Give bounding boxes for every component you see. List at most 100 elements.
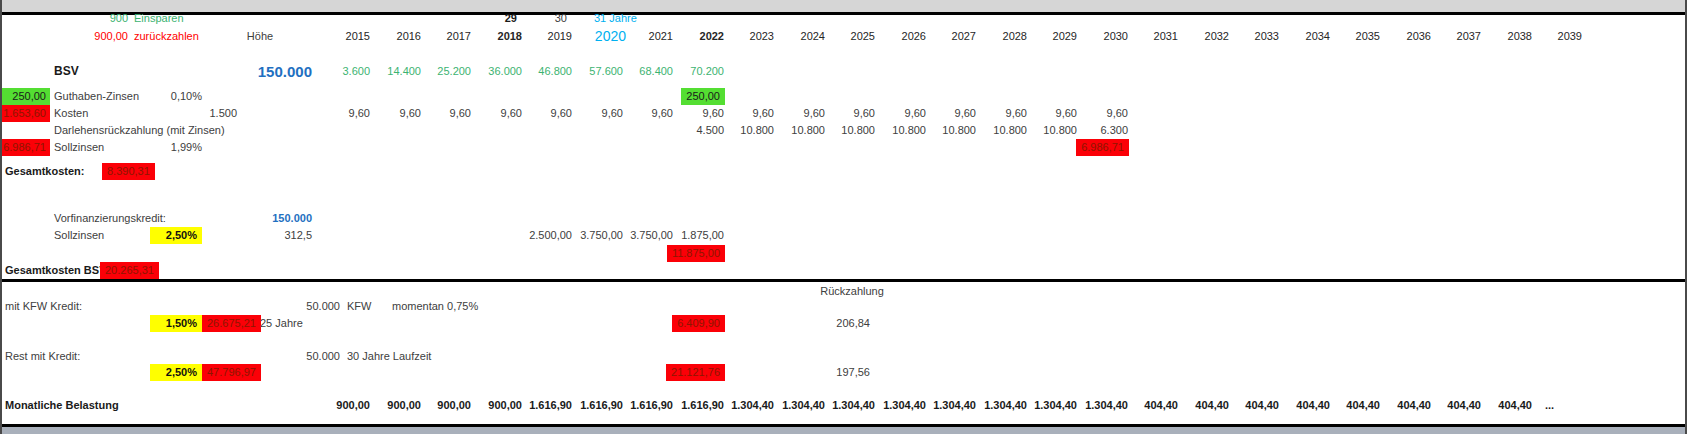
cell-kfw-2022[interactable]: 6.409,90 [672,315,725,332]
cell-kfw-label[interactable]: mit KFW Kredit: [5,298,82,315]
year-cell-2020[interactable]: 57.600 [580,63,623,80]
year-cell-2016[interactable]: 9,60 [378,105,421,122]
year-cell-2038[interactable]: 404,40 [1489,397,1532,414]
cell-rest-amount[interactable]: 50.000 [278,348,340,365]
cell-gesamtkosten-bsv-label[interactable]: Gesamtkosten BSV: [5,262,110,279]
year-cell-2017[interactable]: 9,60 [428,105,471,122]
cell-kfw-note[interactable]: momentan 0,75% [392,298,478,315]
year-header-2023[interactable]: 2023 [731,27,774,46]
year-cell-2016[interactable]: 14.400 [378,63,421,80]
year-cell-2031[interactable]: 404,40 [1135,397,1178,414]
cell-kfw-rate[interactable]: 1,50% [150,315,202,332]
cell-bsv-label[interactable]: BSV [54,63,79,80]
year-cell-2027[interactable]: 9,60 [933,105,976,122]
year-cell-2022[interactable]: 9,60 [681,105,724,122]
year-header-2033[interactable]: 2033 [1236,27,1279,46]
cell-gesamtkosten-value[interactable]: 8.390,31 [102,163,155,180]
year-cell-2015[interactable]: 9,60 [327,105,370,122]
cell-sollzinsen-rate[interactable]: 1,99% [152,139,202,156]
year-header-2028[interactable]: 2028 [984,27,1027,46]
year-cell-2033[interactable]: 404,40 [1236,397,1279,414]
cell-bsv-hoehe[interactable]: 150.000 [217,63,312,80]
year-cell-2034[interactable]: 404,40 [1287,397,1330,414]
cell-monatlich-label[interactable]: Monatliche Belastung [5,397,119,414]
year-cell-2025[interactable]: 9,60 [832,105,875,122]
cell-rest-label[interactable]: Rest mit Kredit: [5,348,80,365]
year-cell-2032[interactable]: 404,40 [1186,397,1229,414]
year-cell-2025[interactable]: 1.304,40 [832,397,875,414]
cell-sollzinsen-left[interactable]: 6.986,71 [2,139,50,156]
year-cell-2022[interactable]: 1.875,00 [681,227,724,244]
year-cell-2029[interactable]: 9,60 [1034,105,1077,122]
year-header-2019[interactable]: 2019 [529,27,572,46]
year-cell-2018[interactable]: 36.000 [479,63,522,80]
cell-sollzinsen-2030[interactable]: 6.986,71 [1076,139,1129,156]
cell-guthaben-label[interactable]: Guthaben-Zinsen [54,88,139,105]
year-cell-2026[interactable]: 10.800 [883,122,926,139]
year-cell-2028[interactable]: 1.304,40 [984,397,1027,414]
year-cell-2028[interactable]: 10.800 [984,122,1027,139]
cell-gesamtkosten-label[interactable]: Gesamtkosten: [5,163,84,180]
year-cell-2023[interactable]: 1.304,40 [731,397,774,414]
cell-vorfinanzierung-hoehe[interactable]: 150.000 [232,210,312,227]
cell-kfw-amount[interactable]: 50.000 [278,298,340,315]
year-header-2031[interactable]: 2031 [1135,27,1178,46]
column-header-hoehe[interactable]: Höhe [230,27,290,46]
year-header-2032[interactable]: 2032 [1186,27,1229,46]
year-header-2017[interactable]: 2017 [428,27,471,46]
year-cell-2021[interactable]: 1.616,90 [630,397,673,414]
year-header-2025[interactable]: 2025 [832,27,875,46]
year-header-2035[interactable]: 2035 [1337,27,1380,46]
cell-einsparen-label[interactable]: Einsparen [134,10,184,27]
year-cell-2021[interactable]: 3.750,00 [630,227,673,244]
cell-kfw-total[interactable]: 26.675,21 [202,315,261,332]
cell-kosten-left[interactable]: 1.653,60 [2,105,50,122]
year-cell-2019[interactable]: 46.800 [529,63,572,80]
cell-rest-monthly[interactable]: 197,56 [836,364,870,381]
year-cell-2027[interactable]: 10.800 [933,122,976,139]
cell-kfw-unit[interactable]: KFW [347,298,371,315]
year-cell-2030[interactable]: 6.300 [1085,122,1128,139]
year-cell-2019[interactable]: 2.500,00 [529,227,572,244]
year-cell-2024[interactable]: 9,60 [782,105,825,122]
year-cell-2023[interactable]: 9,60 [731,105,774,122]
year-header-2021[interactable]: 2021 [630,27,673,46]
cell-rest-2022[interactable]: 21.121,76 [666,364,725,381]
year-header-2020[interactable]: 2020 [580,27,626,46]
cell-counter-2018[interactable]: 29 [505,10,517,27]
year-header-2037[interactable]: 2037 [1438,27,1481,46]
cell-zurueckzahlen-label[interactable]: zurückzahlen [134,27,199,46]
cell-vorfinanzierung-label[interactable]: Vorfinanzierungskredit: [54,210,166,227]
cell-guthaben-left[interactable]: 250,00 [2,88,50,105]
year-cell-2019[interactable]: 1.616,90 [529,397,572,414]
year-header-2018[interactable]: 2018 [479,27,522,46]
year-cell-2030[interactable]: 1.304,40 [1085,397,1128,414]
cell-sollzinsen2-rate[interactable]: 2,50% [150,227,202,244]
cell-sollzinsen2-total-2022[interactable]: 11.875,00 [667,245,725,262]
year-cell-2036[interactable]: 404,40 [1388,397,1431,414]
year-header-2022[interactable]: 2022 [681,27,724,46]
year-cell-2026[interactable]: 1.304,40 [883,397,926,414]
year-header-2016[interactable]: 2016 [378,27,421,46]
cell-sollzinsen2-hoehe[interactable]: 312,5 [232,227,312,244]
cell-einsparen-value[interactable]: 900 [62,10,128,27]
year-cell-2015[interactable]: 3.600 [327,63,370,80]
cell-guthaben-rate[interactable]: 0,10% [152,88,202,105]
year-header-2026[interactable]: 2026 [883,27,926,46]
cell-counter-2020[interactable]: 31 Jahre [594,10,637,27]
cell-zurueckzahlen-value[interactable]: 900,00 [58,27,128,46]
year-cell-2029[interactable]: 1.304,40 [1034,397,1077,414]
cell-rest-rate[interactable]: 2,50% [150,364,202,381]
year-cell-2018[interactable]: 9,60 [479,105,522,122]
year-header-2024[interactable]: 2024 [782,27,825,46]
year-cell-2019[interactable]: 9,60 [529,105,572,122]
cell-sollzinsen-label[interactable]: Sollzinsen [54,139,104,156]
year-cell-2020[interactable]: 1.616,90 [580,397,623,414]
year-cell-2037[interactable]: 404,40 [1438,397,1481,414]
cell-rest-note[interactable]: 30 Jahre Laufzeit [347,348,431,365]
year-cell-2016[interactable]: 900,00 [378,397,421,414]
year-header-2029[interactable]: 2029 [1034,27,1077,46]
year-cell-2023[interactable]: 10.800 [731,122,774,139]
cell-gesamtkosten-bsv-value[interactable]: 20.265,31 [100,262,159,279]
year-cell-2024[interactable]: 10.800 [782,122,825,139]
